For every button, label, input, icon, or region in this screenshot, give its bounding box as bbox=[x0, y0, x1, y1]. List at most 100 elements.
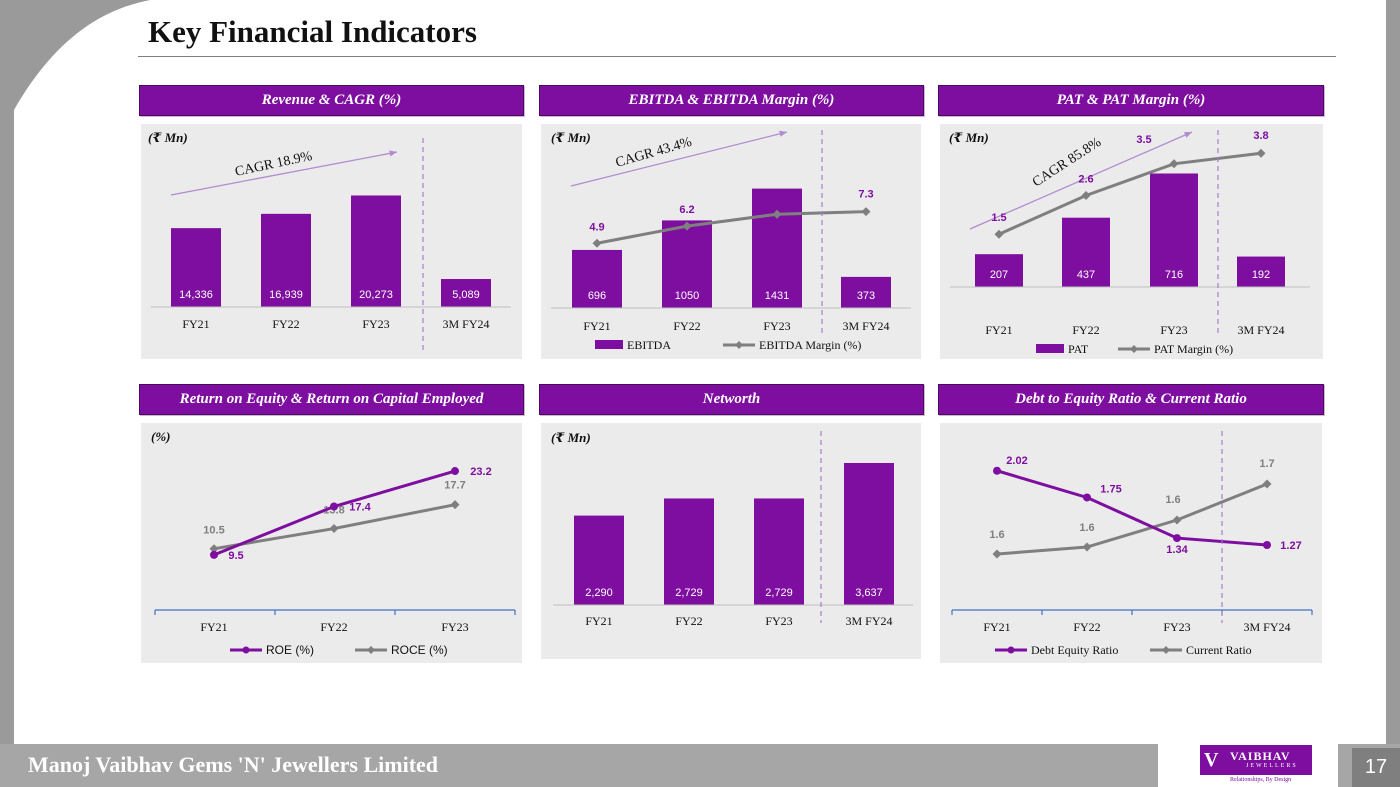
roce-marker bbox=[209, 544, 219, 554]
x-tick-label: FY22 bbox=[1072, 323, 1099, 337]
x-tick-label: FY21 bbox=[182, 317, 209, 331]
x-tick-label: FY22 bbox=[320, 620, 347, 634]
title-divider bbox=[138, 56, 1336, 57]
revenue-chart-panel: (₹ Mn) CAGR 18.9% 14,336 16,939 20,273 5,089 F… bbox=[141, 124, 522, 359]
x-tick-label: FY21 bbox=[983, 620, 1010, 634]
roe-value-label: 23.2 bbox=[470, 466, 491, 478]
x-tick-label: 3M FY24 bbox=[1237, 323, 1284, 337]
x-tick-label: FY23 bbox=[1163, 620, 1190, 634]
ebitda-bar bbox=[752, 188, 802, 308]
debt-equity-value-label: 2.02 bbox=[1006, 455, 1027, 467]
current-ratio-marker bbox=[1172, 515, 1182, 525]
pat-bar-label: 716 bbox=[1165, 269, 1183, 281]
ebitda-bar bbox=[572, 249, 622, 308]
x-tick-label: FY23 bbox=[1160, 323, 1187, 337]
left-border bbox=[0, 0, 14, 787]
legend-swatch bbox=[595, 340, 623, 349]
x-tick-label: FY22 bbox=[675, 614, 702, 628]
ebitda-margin-value-label: 7.3 bbox=[858, 189, 873, 201]
pat-bar-label: 437 bbox=[1077, 269, 1095, 281]
legend-label: ROCE (%) bbox=[391, 643, 448, 657]
cagr-arrow-line bbox=[969, 131, 1193, 230]
footer-company-name: Manoj Vaibhav Gems 'N' Jewellers Limited bbox=[28, 752, 439, 777]
legend-swatch-marker bbox=[242, 646, 250, 654]
pat-chart-panel: (₹ Mn) CAGR 85.8% 207 437 716 192 1.5 2.6 3.5 3.8… bbox=[940, 124, 1323, 359]
legend-swatch bbox=[1036, 344, 1064, 353]
legend-swatch-marker bbox=[1162, 646, 1170, 654]
roe-value-label: 17.4 bbox=[349, 502, 371, 514]
ebitda-bar-label: 1050 bbox=[675, 290, 699, 302]
roe-chart-panel: (%) 10.5 13.8 17.7 9.5 17.4 23.2 FY21 FY22 FY23 RO… bbox=[141, 423, 522, 663]
legend-label: Current Ratio bbox=[1186, 643, 1252, 657]
debt-chart-panel: 1.6 1.6 1.6 1.7 2.02 1.75 1.34 1.27 FY21 FY22 FY23… bbox=[940, 423, 1322, 663]
cagr-arrow-line bbox=[570, 131, 788, 187]
networth-bar bbox=[574, 515, 624, 605]
ebitda-margin-line bbox=[596, 210, 867, 245]
x-tick-label: FY23 bbox=[763, 319, 790, 333]
legend-label: PAT Margin (%) bbox=[1154, 342, 1233, 356]
revenue-bar bbox=[261, 213, 311, 307]
ebitda-panel-header: EBITDA & EBITDA Margin (%) bbox=[539, 85, 924, 116]
networth-bar bbox=[844, 463, 894, 605]
pat-bar-label: 207 bbox=[990, 269, 1008, 281]
pat-bar bbox=[1237, 256, 1285, 287]
current-ratio-marker bbox=[1082, 542, 1092, 552]
ebitda-bar-label: 1431 bbox=[765, 290, 789, 302]
x-tick-label: FY21 bbox=[200, 620, 227, 634]
ebitda-bar bbox=[662, 220, 712, 308]
debt-equity-marker bbox=[1083, 493, 1091, 502]
company-logo: V VAIBHAV JEWELLERS Relationships, By De… bbox=[1158, 744, 1338, 787]
debt-equity-value-label: 1.27 bbox=[1280, 540, 1301, 552]
pat-margin-line bbox=[998, 151, 1262, 236]
ebitda-margin-value-label: 6.2 bbox=[679, 204, 694, 216]
legend-swatch-marker bbox=[735, 341, 743, 349]
legend-label: EBITDA bbox=[627, 338, 671, 352]
pat-margin-value-label: 1.5 bbox=[991, 212, 1006, 224]
cagr-arrow-line bbox=[170, 151, 398, 196]
legend-swatch-marker bbox=[1130, 345, 1138, 353]
cagr-arrow-head bbox=[779, 130, 787, 137]
x-tick-label: 3M FY24 bbox=[845, 614, 892, 628]
networth-chart-panel: (₹ Mn) 2,290 2,729 2,729 3,637 FY21 FY22 FY23 3M… bbox=[541, 423, 921, 659]
ebitda-margin-marker bbox=[682, 221, 692, 231]
current-ratio-value-label: 1.6 bbox=[1165, 494, 1180, 506]
legend-label: EBITDA Margin (%) bbox=[759, 338, 861, 352]
pat-panel-header: PAT & PAT Margin (%) bbox=[938, 85, 1324, 116]
cagr-arrow-head bbox=[389, 150, 397, 157]
networth-bar bbox=[754, 498, 804, 605]
page-title: Key Financial Indicators bbox=[148, 14, 477, 49]
legend-label: PAT bbox=[1068, 342, 1089, 356]
debt-equity-marker bbox=[1263, 541, 1271, 549]
unit-label: (%) bbox=[151, 429, 171, 444]
page-number: 17 bbox=[1352, 748, 1400, 787]
ebitda-margin-marker bbox=[861, 207, 871, 217]
networth-bar-label: 2,729 bbox=[675, 587, 703, 599]
current-ratio-value-label: 1.6 bbox=[989, 529, 1004, 541]
ebitda-margin-marker bbox=[592, 238, 602, 248]
networth-bar-label: 2,290 bbox=[585, 587, 613, 599]
ebitda-bar bbox=[841, 276, 891, 308]
logo-name: VAIBHAV bbox=[1230, 749, 1291, 763]
current-ratio-line bbox=[996, 482, 1268, 556]
pat-margin-marker bbox=[1169, 159, 1179, 169]
pat-bar bbox=[975, 254, 1023, 287]
revenue-bar bbox=[171, 228, 221, 307]
logo-subtitle: JEWELLERS bbox=[1246, 763, 1298, 769]
x-tick-label: 3M FY24 bbox=[1243, 620, 1290, 634]
ebitda-bar-label: 373 bbox=[857, 290, 875, 302]
revenue-bar-label: 20,273 bbox=[359, 289, 393, 301]
debt-current-ratio-chart: 1.6 1.6 1.6 1.7 2.02 1.75 1.34 1.27 FY21 FY22 FY23… bbox=[951, 431, 1313, 657]
cagr-arrow-head bbox=[1184, 132, 1192, 138]
debt-panel-header: Debt to Equity Ratio & Current Ratio bbox=[938, 384, 1324, 415]
x-tick-label: FY21 bbox=[985, 323, 1012, 337]
x-tick-label: 3M FY24 bbox=[842, 319, 889, 333]
x-tick-label: FY23 bbox=[765, 614, 792, 628]
pat-bar-label: 192 bbox=[1252, 269, 1270, 281]
logo-v-icon: V bbox=[1204, 749, 1219, 771]
unit-label: (₹ Mn) bbox=[551, 130, 591, 145]
unit-label: (₹ Mn) bbox=[148, 130, 188, 145]
x-tick-label: FY23 bbox=[441, 620, 468, 634]
roe-marker bbox=[330, 502, 338, 511]
